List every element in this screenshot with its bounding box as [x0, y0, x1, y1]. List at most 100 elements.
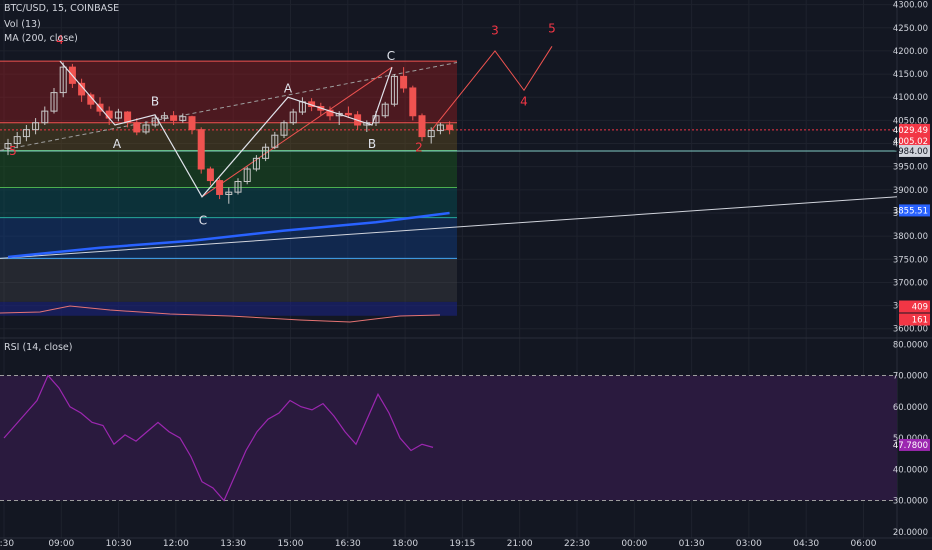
- price-tick-label: 3750.00: [893, 255, 928, 265]
- x-tick-label: 22:30: [564, 539, 590, 549]
- fib-zone: [0, 61, 457, 123]
- price-marker-box: [899, 144, 930, 157]
- long-trend-line: [0, 196, 898, 259]
- price-tick-label: 3600.00: [893, 325, 928, 335]
- x-tick-label: 15:00: [278, 539, 304, 549]
- x-tick-label: 00:00: [621, 539, 647, 549]
- price-marker-label: 3855.51: [893, 206, 928, 216]
- pattern-label: B: [151, 95, 159, 109]
- x-tick-label: 09:00: [48, 539, 74, 549]
- candle-body: [381, 103, 389, 117]
- candle-body: [188, 116, 196, 131]
- volume-ma-line: [0, 305, 441, 323]
- candle-body: [243, 168, 251, 183]
- candle-body: [326, 109, 334, 117]
- projection-line: [201, 66, 393, 198]
- rsi-tick-label: 60.0000: [893, 403, 928, 413]
- price-tick-label: 4050.00: [893, 116, 928, 126]
- rsi-tick-label: 30.0000: [893, 497, 928, 507]
- pattern-label: C: [199, 214, 207, 228]
- candle-body: [32, 122, 40, 131]
- x-tick-label: 19:15: [449, 539, 475, 549]
- wave-label: 5: [9, 144, 17, 158]
- candle-body: [179, 116, 187, 121]
- candle-body: [436, 124, 444, 132]
- candle-body: [446, 124, 454, 131]
- price-tick-label: 4150.00: [893, 70, 928, 80]
- rsi-panel: [0, 374, 897, 502]
- abc-pattern-line: [59, 60, 393, 198]
- x-tick-label: 18:00: [392, 539, 418, 549]
- candle-body: [197, 129, 205, 170]
- candle-body: [344, 112, 352, 116]
- candle-body: [59, 66, 67, 94]
- price-marker-box: [899, 313, 930, 326]
- candle-body: [114, 111, 122, 119]
- candle-body: [160, 115, 168, 119]
- candle-body: [252, 157, 260, 170]
- fib-zone: [0, 217, 457, 259]
- fib-zones: [0, 60, 457, 316]
- candle-body: [390, 75, 398, 105]
- candle-body: [50, 92, 58, 112]
- candle-body: [105, 110, 113, 119]
- wave-label: 4: [520, 95, 528, 109]
- price-marker-label: 409: [912, 303, 928, 313]
- rsi-tick-label: 20.0000: [893, 528, 928, 538]
- price-tick-label: 4100.00: [893, 93, 928, 103]
- wave-label: 5: [548, 21, 556, 35]
- candle-body: [427, 130, 435, 138]
- x-tick-label: 03:00: [736, 539, 762, 549]
- candle-body: [22, 129, 30, 138]
- price-tick-label: 3900.00: [893, 186, 928, 196]
- candle-body: [409, 87, 417, 117]
- price-marker-label: 3984.00: [893, 147, 928, 157]
- price-tick-label: 3950.00: [893, 163, 928, 173]
- x-tick-label: 10:30: [106, 539, 132, 549]
- wave-label: 4: [56, 33, 64, 47]
- fib-zone: [0, 258, 457, 302]
- fib-zone: [0, 301, 457, 316]
- rsi-band: [0, 375, 897, 501]
- ma-200-layer: [0, 211, 450, 323]
- price-marker-box: [899, 135, 930, 148]
- candle-body: [13, 136, 21, 145]
- fib-zone: [0, 150, 457, 188]
- x-tick-label: 06:00: [851, 539, 877, 549]
- wave-label: 3: [491, 24, 499, 38]
- rsi-marker-box: [899, 438, 930, 451]
- candle-body: [262, 146, 270, 159]
- rsi-legend: RSI (14, close): [4, 342, 73, 353]
- wave-label: 2: [415, 140, 423, 154]
- pattern-label: A: [113, 137, 122, 151]
- pattern-label: C: [387, 49, 395, 63]
- x-tick-label: 16:30: [335, 539, 361, 549]
- candle-body: [225, 191, 233, 195]
- fib-zone: [0, 122, 457, 151]
- candle-body: [289, 111, 297, 124]
- candle-body: [234, 181, 242, 193]
- candle-body: [170, 115, 178, 121]
- candle-body: [206, 168, 214, 182]
- price-tick-label: 4200.00: [893, 47, 928, 57]
- candle-body: [400, 75, 408, 89]
- price-marker-box: [899, 123, 930, 136]
- candle-body: [41, 110, 49, 124]
- channel-line: [0, 62, 458, 151]
- pattern-label: B: [368, 137, 376, 151]
- candle-body: [271, 134, 279, 148]
- x-tick-label: 12:00: [163, 539, 189, 549]
- candle-body: [418, 115, 426, 138]
- symbol-legend: BTC/USD, 15, COINBASE: [4, 3, 120, 14]
- rsi-tick-label: 70.0000: [893, 372, 928, 382]
- price-tick-label: 3800.00: [893, 232, 928, 242]
- abc-pattern-layer: 5 4 2 3 4 5 A B C A B C: [9, 21, 556, 227]
- candle-body: [216, 180, 224, 195]
- price-marker-box: [899, 204, 930, 217]
- candle-body: [142, 124, 150, 133]
- rsi-marker-label: 47.7800: [893, 441, 928, 451]
- pattern-label: A: [284, 82, 293, 96]
- rsi-tick-label: 40.0000: [893, 465, 928, 475]
